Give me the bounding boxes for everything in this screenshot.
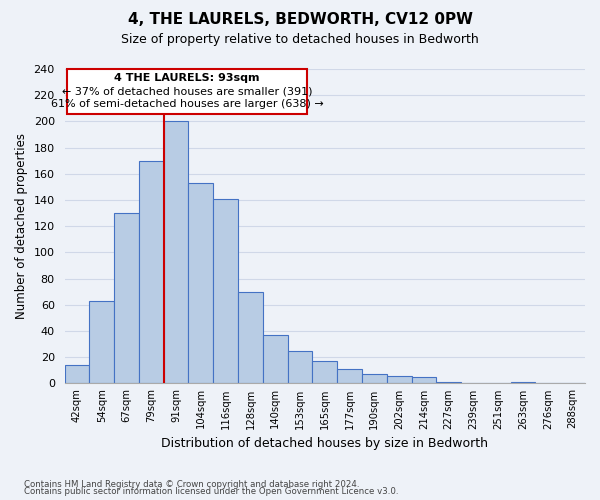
Bar [337,369,362,384]
Bar [114,213,139,384]
Bar [412,377,436,384]
Bar [313,361,337,384]
Text: Contains public sector information licensed under the Open Government Licence v3: Contains public sector information licen… [24,488,398,496]
Text: Size of property relative to detached houses in Bedworth: Size of property relative to detached ho… [121,32,479,46]
Text: 4 THE LAURELS: 93sqm: 4 THE LAURELS: 93sqm [115,73,260,83]
Text: Contains HM Land Registry data © Crown copyright and database right 2024.: Contains HM Land Registry data © Crown c… [24,480,359,489]
Bar [188,183,213,384]
Bar [287,350,313,384]
Bar [362,374,387,384]
Y-axis label: Number of detached properties: Number of detached properties [15,133,28,319]
FancyBboxPatch shape [67,69,307,114]
Bar [164,122,188,384]
Text: 4, THE LAURELS, BEDWORTH, CV12 0PW: 4, THE LAURELS, BEDWORTH, CV12 0PW [128,12,473,28]
Bar [436,382,461,384]
Bar [139,160,164,384]
Bar [263,335,287,384]
Text: ← 37% of detached houses are smaller (391): ← 37% of detached houses are smaller (39… [62,86,313,96]
Bar [238,292,263,384]
Text: 61% of semi-detached houses are larger (638) →: 61% of semi-detached houses are larger (… [51,99,323,109]
X-axis label: Distribution of detached houses by size in Bedworth: Distribution of detached houses by size … [161,437,488,450]
Bar [89,301,114,384]
Bar [213,198,238,384]
Bar [387,376,412,384]
Bar [511,382,535,384]
Bar [65,365,89,384]
